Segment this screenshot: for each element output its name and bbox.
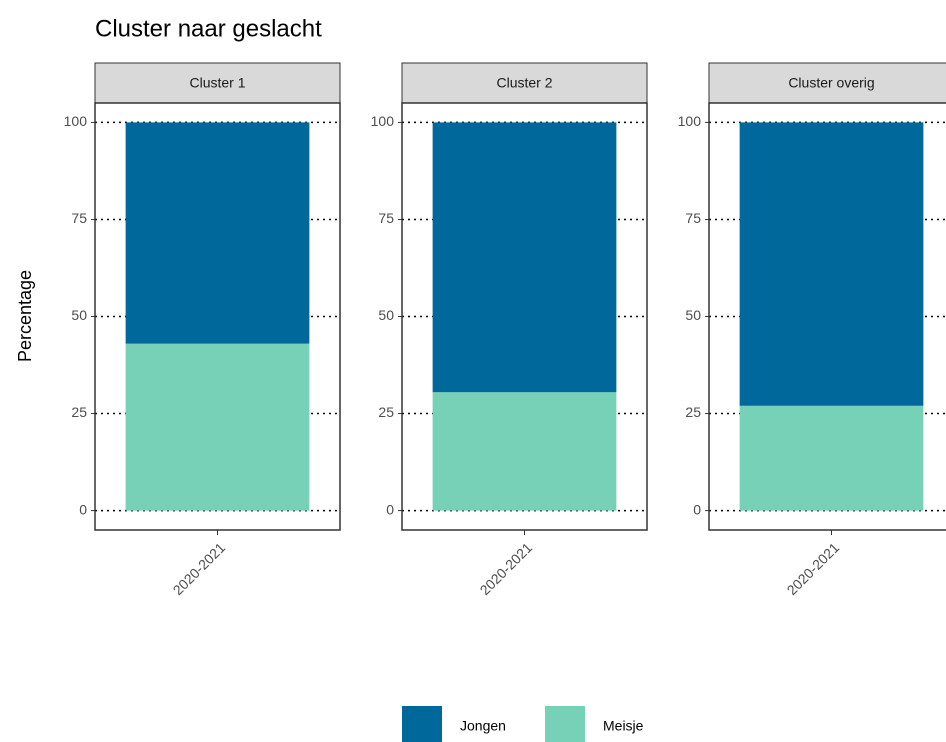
chart-title: Cluster naar geslacht xyxy=(95,15,322,42)
bar-segment xyxy=(432,122,617,393)
y-tick-label: 0 xyxy=(79,501,87,517)
y-tick-label: 0 xyxy=(693,501,701,517)
legend-key xyxy=(545,706,585,742)
bar-segment xyxy=(739,122,924,406)
y-tick-label: 75 xyxy=(685,210,701,226)
y-tick-label: 50 xyxy=(378,307,394,323)
x-tick-label: 2020-2021 xyxy=(784,539,843,598)
panel-border xyxy=(708,102,946,531)
y-tick-label: 25 xyxy=(71,404,87,420)
x-tick-label: 2020-2021 xyxy=(170,539,229,598)
legend-label: Meisje xyxy=(603,718,644,734)
bar-segment xyxy=(125,122,310,344)
y-tick-label: 100 xyxy=(64,113,88,129)
x-tick-label: 2020-2021 xyxy=(477,539,536,598)
panel-title: Cluster overig xyxy=(788,75,874,91)
panel-border xyxy=(94,102,341,531)
y-tick-label: 50 xyxy=(685,307,701,323)
y-tick-label: 100 xyxy=(678,113,702,129)
panel-title: Cluster 2 xyxy=(496,75,552,91)
bar-segment xyxy=(739,405,924,511)
y-tick-label: 75 xyxy=(378,210,394,226)
panel-border xyxy=(401,102,648,531)
legend-label: Jongen xyxy=(460,718,506,734)
bar-segment xyxy=(432,392,617,511)
y-tick-label: 75 xyxy=(71,210,87,226)
strip xyxy=(94,62,341,104)
bar-segment xyxy=(125,343,310,511)
legend-key xyxy=(402,706,442,742)
y-tick-label: 25 xyxy=(378,404,394,420)
y-tick-label: 0 xyxy=(386,501,394,517)
y-axis-label: Percentage xyxy=(15,270,35,362)
y-tick-label: 100 xyxy=(371,113,395,129)
y-tick-label: 50 xyxy=(71,307,87,323)
y-tick-label: 25 xyxy=(685,404,701,420)
panel-title: Cluster 1 xyxy=(189,75,245,91)
